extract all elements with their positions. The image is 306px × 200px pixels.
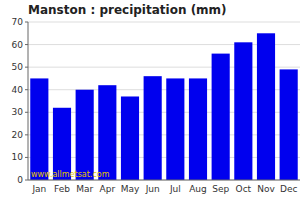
x-tick-label: Feb (54, 184, 70, 194)
x-axis-line (28, 180, 300, 181)
x-tick-label: Apr (100, 184, 116, 194)
x-tick-label: Jun (145, 184, 160, 194)
x-tick-label: Mar (76, 184, 93, 194)
y-tick-label: 40 (12, 85, 24, 95)
bar (234, 42, 252, 180)
bar (166, 78, 184, 180)
y-tick-label: 10 (12, 152, 24, 162)
y-tick-label: 50 (12, 62, 24, 72)
x-tick-label: Sep (212, 184, 229, 194)
bar (121, 96, 139, 180)
y-tick-label: 60 (12, 40, 24, 50)
x-tick-label: Nov (257, 184, 275, 194)
grid-line (28, 22, 300, 23)
y-axis: 0 10 20 30 40 50 60 70 (12, 17, 28, 185)
bar (30, 78, 48, 180)
bar (257, 33, 275, 180)
x-tick-label: Dec (280, 184, 297, 194)
bar (189, 78, 207, 180)
grid (28, 22, 300, 180)
bar (144, 76, 162, 180)
x-tick-label: Jan (31, 184, 46, 194)
x-axis: Jan Feb Mar Apr May Jun Jul Aug Sep Oct Nov Dec (31, 184, 297, 194)
chart-svg: 0 10 20 30 40 50 60 70 Jan Feb Mar Apr May Jun Jul Aug S… (0, 0, 306, 200)
y-tick-label: 20 (12, 130, 24, 140)
grid-line (28, 180, 300, 181)
bars (30, 33, 297, 180)
y-tick-label: 0 (17, 175, 23, 185)
x-tick-label: Oct (236, 184, 252, 194)
watermark: www.allmetsat.com (31, 170, 110, 179)
chart-container: 0 10 20 30 40 50 60 70 Jan Feb Mar Apr May Jun Jul Aug S… (0, 0, 306, 200)
bar (98, 85, 116, 180)
y-tick-label: 70 (12, 17, 24, 27)
x-tick-label: May (121, 184, 140, 194)
y-axis-line (28, 22, 29, 180)
x-tick-label: Jul (169, 184, 181, 194)
x-tick-label: Aug (189, 184, 207, 194)
bar (280, 69, 298, 180)
chart-title: Manston : precipitation (mm) (28, 3, 227, 17)
bar (76, 90, 94, 180)
bar (212, 54, 230, 180)
y-tick-label: 30 (12, 107, 24, 117)
